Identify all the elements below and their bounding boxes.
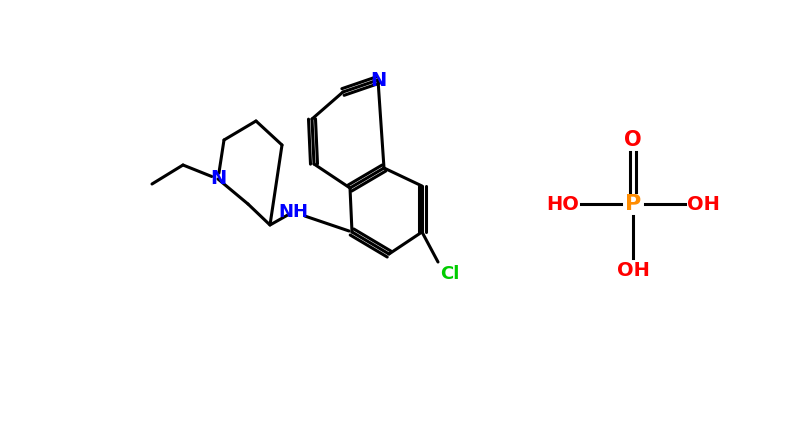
Text: OH: OH: [687, 194, 719, 213]
Text: OH: OH: [617, 260, 650, 280]
Text: N: N: [210, 169, 226, 188]
Text: P: P: [625, 194, 641, 214]
Text: NH: NH: [278, 203, 308, 221]
Text: N: N: [370, 70, 386, 89]
Text: O: O: [625, 130, 642, 150]
Text: Cl: Cl: [440, 265, 460, 283]
Text: HO: HO: [546, 194, 579, 213]
